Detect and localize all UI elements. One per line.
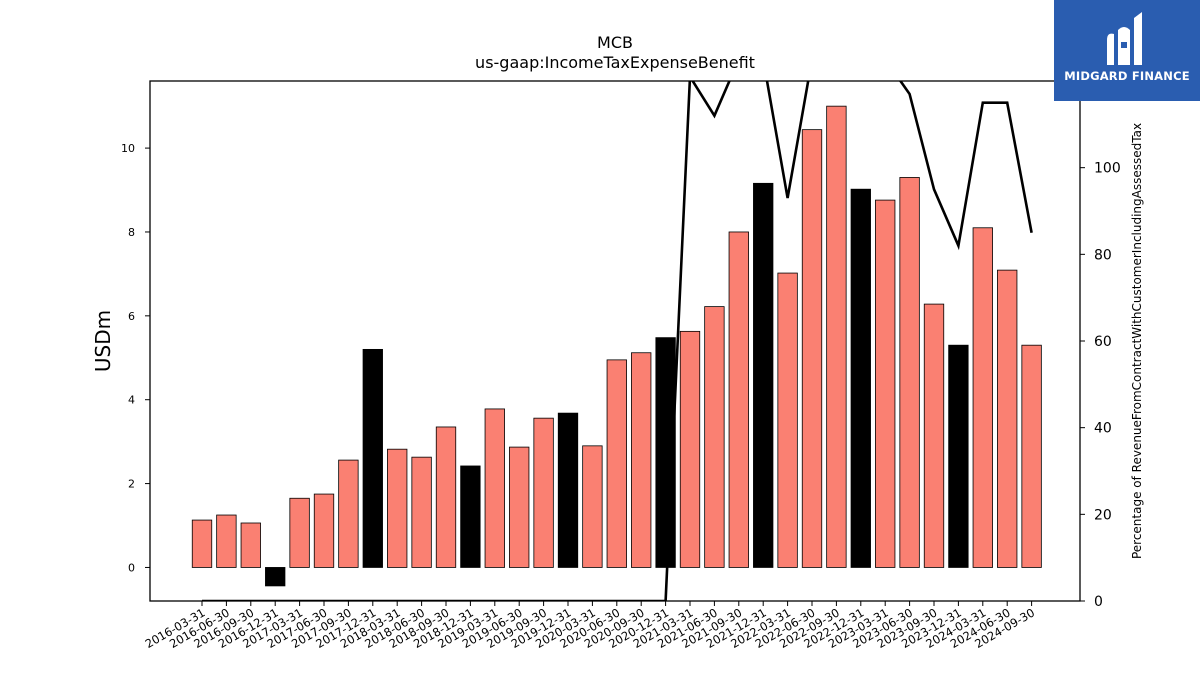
- bars-group: [191, 105, 1042, 587]
- bar: [289, 497, 310, 568]
- bar: [387, 448, 408, 568]
- bar: [460, 465, 481, 568]
- bar: [338, 459, 359, 568]
- y-tick-label: 0: [128, 561, 135, 574]
- bar: [923, 303, 945, 568]
- bar: [631, 352, 652, 568]
- bar: [899, 177, 920, 568]
- bar: [972, 227, 993, 568]
- bar: [679, 330, 701, 568]
- bar: [997, 269, 1018, 568]
- y2-tick-label: 80: [1094, 247, 1112, 263]
- chart-subtitle: us-gaap:IncomeTaxExpenseBenefit: [475, 53, 755, 72]
- bar: [411, 456, 432, 568]
- right-y-axis: 0 20 40 60 80 100: [1080, 161, 1121, 610]
- bar: [557, 412, 579, 568]
- bar: [704, 306, 725, 568]
- bar: [777, 272, 798, 568]
- bar: [435, 426, 457, 568]
- bar: [313, 493, 335, 568]
- bar: [191, 519, 213, 568]
- logo-mark-icon: [1107, 12, 1142, 65]
- y2-tick-label: 100: [1094, 161, 1121, 177]
- y-tick-label: 4: [128, 394, 135, 407]
- y2-tick-label: 60: [1094, 334, 1112, 350]
- bar: [801, 129, 823, 568]
- bar: [753, 182, 774, 568]
- x-axis: 2016-03-312016-06-302016-09-302016-12-31…: [143, 601, 1037, 651]
- y-tick-label: 6: [128, 310, 135, 323]
- bar: [484, 408, 505, 568]
- bar: [948, 344, 969, 568]
- bar: [875, 199, 896, 568]
- bar: [509, 446, 530, 568]
- bar: [728, 231, 749, 568]
- bar: [216, 514, 237, 568]
- bar: [362, 348, 383, 568]
- y-tick-label: 10: [121, 142, 135, 155]
- bar: [582, 445, 603, 568]
- bar: [606, 359, 627, 568]
- y-tick-label: 8: [128, 226, 135, 239]
- bar: [265, 567, 286, 587]
- y2-tick-label: 0: [1094, 594, 1103, 610]
- y2-tick-label: 40: [1094, 421, 1112, 437]
- y2-axis-label: Percentage of RevenueFromContractWithCus…: [1130, 123, 1144, 559]
- bar: [850, 188, 871, 568]
- bar: [240, 522, 261, 568]
- bar: [826, 105, 847, 568]
- bar: [1021, 344, 1042, 568]
- chart-title: MCB: [597, 33, 633, 52]
- bar: [533, 417, 554, 568]
- y2-tick-label: 20: [1094, 507, 1112, 523]
- brand-logo: MIDGARD FINANCE: [1054, 0, 1200, 101]
- logo-text: MIDGARD FINANCE: [1064, 69, 1190, 83]
- y-tick-label: 2: [128, 478, 135, 491]
- left-y-axis: 0 2 4 6 8 10: [121, 142, 150, 574]
- y-axis-label: USDm: [91, 310, 115, 372]
